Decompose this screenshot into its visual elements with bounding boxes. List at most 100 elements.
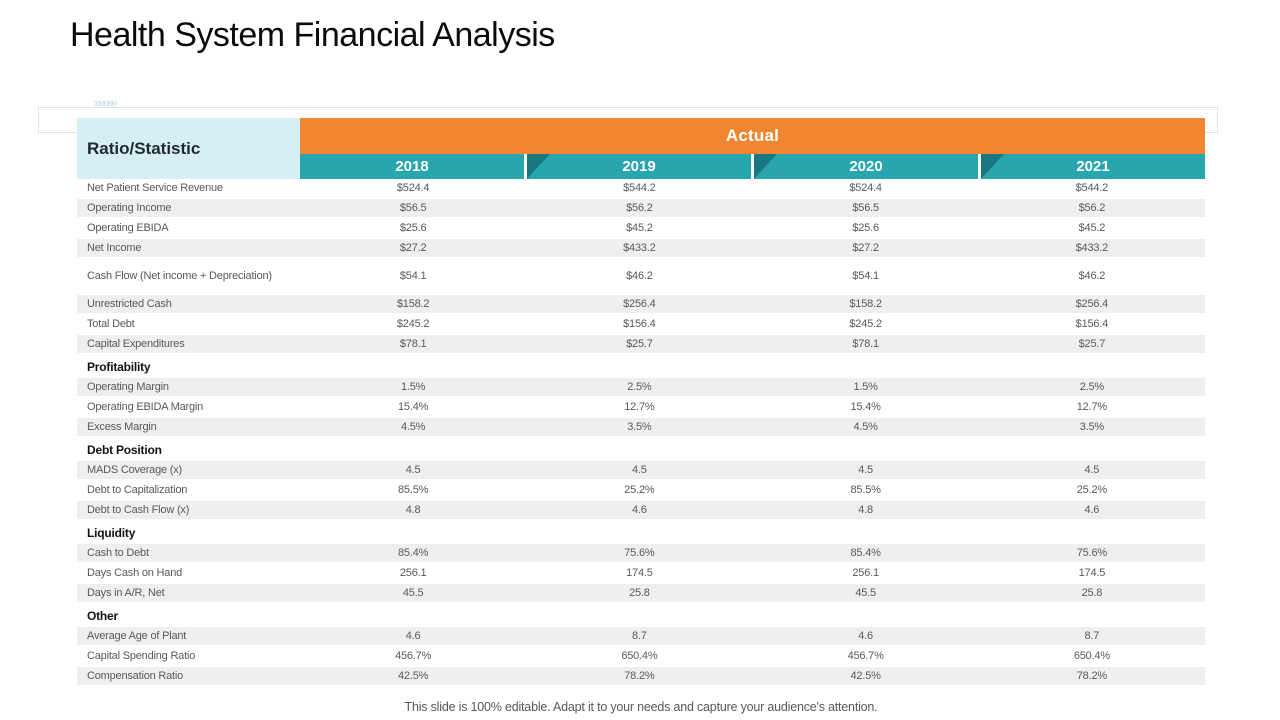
row-value: 42.5% — [850, 670, 881, 682]
table-row: Net Patient Service Revenue $524.4 $544.2 $… — [77, 179, 1205, 199]
spacer-row — [77, 259, 1205, 267]
row-label: MADS Coverage (x) — [87, 464, 183, 476]
row-label: Operating EBIDA — [87, 222, 169, 234]
row-label: Days Cash on Hand — [87, 567, 183, 579]
row-value: 25.8 — [1081, 587, 1103, 599]
row-value: 3.5% — [627, 421, 652, 433]
row-value: 25.8 — [629, 587, 650, 599]
row-value: $158.2 — [849, 298, 882, 310]
row-label: Unrestricted Cash — [87, 298, 172, 310]
row-value: $544.2 — [1075, 182, 1109, 194]
row-value: $156.4 — [1075, 318, 1109, 330]
row-value: 85.5% — [850, 484, 881, 496]
row-label: Cash to Debt — [87, 547, 149, 559]
actual-group-header: Actual — [300, 118, 1205, 154]
row-value: $256.4 — [623, 298, 656, 310]
table-row: Total Debt $245.2 $156.4 $245.2 $156.4 — [77, 315, 1205, 335]
table-row: MADS Coverage (x) 4.5 4.5 4.5 4.5 — [77, 461, 1205, 481]
row-value: $78.1 — [399, 338, 427, 350]
row-value: 650.4% — [621, 650, 658, 662]
row-value: 25.2% — [624, 484, 655, 496]
row-label: Net Income — [87, 242, 142, 254]
row-value: 15.4% — [850, 401, 881, 413]
row-value: $156.4 — [623, 318, 656, 330]
row-value: 4.5 — [632, 464, 647, 476]
row-value: 4.5 — [405, 464, 421, 476]
row-value: $524.4 — [849, 182, 882, 194]
row-value: 85.5% — [398, 484, 429, 496]
section-label: Debt Position — [87, 442, 162, 457]
year-header-row: 2018 2019 2020 2021 — [300, 154, 1205, 179]
row-value: $25.7 — [1078, 338, 1106, 350]
row-value: $256.4 — [1075, 298, 1109, 310]
row-value: 4.6 — [632, 504, 647, 516]
row-value: 4.6 — [405, 630, 421, 642]
row-value: 4.5 — [1084, 464, 1100, 476]
year-header-2019: 2019 — [524, 154, 751, 179]
table-row: Debt to Cash Flow (x) 4.8 4.6 4.8 4.6 — [77, 501, 1205, 521]
section-label: Profitability — [87, 359, 151, 374]
row-label: Excess Margin — [87, 421, 157, 433]
row-value: $27.2 — [852, 242, 879, 254]
year-header-2020: 2020 — [751, 154, 978, 179]
table-row: Operating EBIDA Margin 15.4% 12.7% 15.4% 12.… — [77, 398, 1205, 418]
row-value: $25.7 — [626, 338, 653, 350]
table-row: Operating Income $56.5 $56.2 $56.5 $56.2 — [77, 199, 1205, 219]
row-value: 174.5 — [626, 567, 653, 579]
row-label: Compensation Ratio — [87, 670, 184, 682]
table-row: Cash Flow (Net income + Depreciation) $54… — [77, 267, 1205, 287]
table-row: Compensation Ratio 42.5% 78.2% 42.5% 78.2% — [77, 667, 1205, 687]
row-label: Average Age of Plant — [87, 630, 187, 642]
footer-note: This slide is 100% editable. Adapt it to… — [404, 700, 878, 714]
row-value: $544.2 — [623, 182, 656, 194]
row-value: 2.5% — [1079, 381, 1105, 393]
table-row: Operating Margin 1.5% 2.5% 1.5% 2.5% — [77, 378, 1205, 398]
row-value: 1.5% — [853, 381, 878, 393]
table-row: Debt to Capitalization 85.5% 25.2% 85.5% 25.… — [77, 481, 1205, 501]
row-value: $25.6 — [852, 222, 879, 234]
year-header-2021: 2021 — [978, 154, 1205, 179]
table-row: Days Cash on Hand 256.1 174.5 256.1 174.5 — [77, 564, 1205, 584]
row-label: Capital Spending Ratio — [87, 650, 196, 662]
row-value: $56.2 — [626, 202, 653, 214]
row-value: $158.2 — [396, 298, 430, 310]
row-value: 12.7% — [1076, 401, 1107, 413]
table-row: Capital Spending Ratio 456.7% 650.4% 456.7%… — [77, 647, 1205, 667]
row-value: 256.1 — [399, 567, 427, 579]
row-label: Capital Expenditures — [87, 338, 185, 350]
row-value: 78.2% — [624, 670, 655, 682]
row-value: 75.6% — [624, 547, 655, 559]
row-value: $56.5 — [852, 202, 879, 214]
row-value: $27.2 — [399, 242, 427, 254]
row-value: $46.2 — [626, 270, 653, 282]
row-value: 256.1 — [852, 567, 879, 579]
row-value: $245.2 — [849, 318, 882, 330]
row-label: Debt to Cash Flow (x) — [87, 504, 190, 516]
section-row: Debt Position — [77, 438, 1205, 461]
row-value: 78.2% — [1076, 670, 1107, 682]
row-value: 3.5% — [1079, 421, 1105, 433]
table-row: Days in A/R, Net 45.5 25.8 45.5 25.8 — [77, 584, 1205, 604]
row-value: $56.2 — [1078, 202, 1106, 214]
row-value: 85.4% — [850, 547, 881, 559]
row-label: Net Patient Service Revenue — [87, 182, 223, 194]
table-row: Excess Margin 4.5% 3.5% 4.5% 3.5% — [77, 418, 1205, 438]
section-row: Other — [77, 604, 1205, 627]
row-value: 4.8 — [405, 504, 421, 516]
row-label: Operating EBIDA Margin — [87, 401, 204, 413]
row-value: 2.5% — [627, 381, 652, 393]
row-value: $54.1 — [852, 270, 879, 282]
row-value: 8.7 — [632, 630, 647, 642]
row-value: $433.2 — [1075, 242, 1109, 254]
spacer-row — [77, 287, 1205, 295]
row-value: 45.5 — [855, 587, 876, 599]
row-label: Operating Margin — [87, 381, 169, 393]
section-row: Profitability — [77, 355, 1205, 378]
row-value: 25.2% — [1076, 484, 1107, 496]
row-value: 4.6 — [1084, 504, 1100, 516]
row-value: $45.2 — [626, 222, 653, 234]
row-value: $54.1 — [399, 270, 427, 282]
row-value: $56.5 — [399, 202, 427, 214]
table-row: Capital Expenditures $78.1 $25.7 $78.1 $25.7 — [77, 335, 1205, 355]
